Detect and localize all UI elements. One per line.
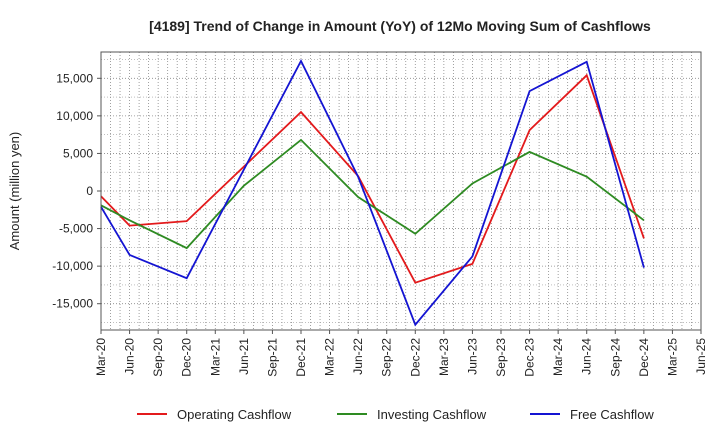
x-tick-label: Mar-22 (323, 338, 337, 376)
x-tick-label: Jun-23 (465, 338, 479, 375)
x-tick-label: Dec-20 (180, 338, 194, 377)
x-tick-label: Jun-22 (351, 338, 365, 375)
series-line-operating-cashflow (100, 73, 645, 284)
x-axis-ticks: Mar-20 Jun-20 Sep-20 Dec-20 Mar-21 Jun-21 Sep-… (94, 330, 708, 377)
x-tick-label: Jun-24 (580, 338, 594, 375)
x-tick-label: Mar-21 (208, 338, 222, 376)
legend-label: Free Cashflow (570, 407, 654, 422)
y-axis-ticks: 15,000 10,000 5,000 0 -5,000 -10,000 -15,000 (52, 71, 101, 311)
x-tick-label: Jun-25 (694, 338, 708, 375)
y-tick-label: 10,000 (56, 109, 93, 123)
legend: Operating Cashflow Investing Cashflow Free… (137, 407, 654, 422)
x-tick-label: Sep-23 (494, 338, 508, 377)
y-tick-label: -5,000 (59, 222, 93, 236)
x-tick-label: Sep-22 (380, 338, 394, 377)
x-tick-label: Mar-23 (437, 338, 451, 376)
x-tick-label: Mar-24 (551, 338, 565, 376)
y-tick-label: -10,000 (52, 259, 93, 273)
x-tick-label: Mar-25 (665, 338, 679, 376)
legend-label: Investing Cashflow (377, 407, 487, 422)
x-tick-label: Dec-24 (637, 338, 651, 377)
y-tick-label: 0 (86, 184, 93, 198)
y-tick-label: 5,000 (63, 146, 93, 160)
grid (100, 52, 702, 330)
plot-frame (100, 51, 702, 331)
x-tick-label: Sep-24 (608, 338, 622, 377)
y-tick-label: -15,000 (52, 297, 93, 311)
x-tick-label: Jun-20 (123, 338, 137, 375)
x-tick-label: Dec-21 (294, 338, 308, 377)
x-tick-label: Jun-21 (237, 338, 251, 375)
x-tick-label: Sep-21 (265, 338, 279, 377)
x-tick-label: Mar-20 (94, 338, 108, 376)
series-line-free-cashflow (100, 59, 645, 327)
series-line-investing-cashflow (100, 138, 645, 250)
series-lines (100, 59, 645, 327)
y-tick-label: 15,000 (56, 71, 93, 85)
y-axis-label: Amount (million yen) (7, 132, 22, 251)
chart-title: [4189] Trend of Change in Amount (YoY) o… (149, 18, 651, 34)
x-tick-label: Dec-23 (523, 338, 537, 377)
x-tick-label: Dec-22 (408, 338, 422, 377)
x-tick-label: Sep-20 (151, 338, 165, 377)
legend-label: Operating Cashflow (177, 407, 292, 422)
